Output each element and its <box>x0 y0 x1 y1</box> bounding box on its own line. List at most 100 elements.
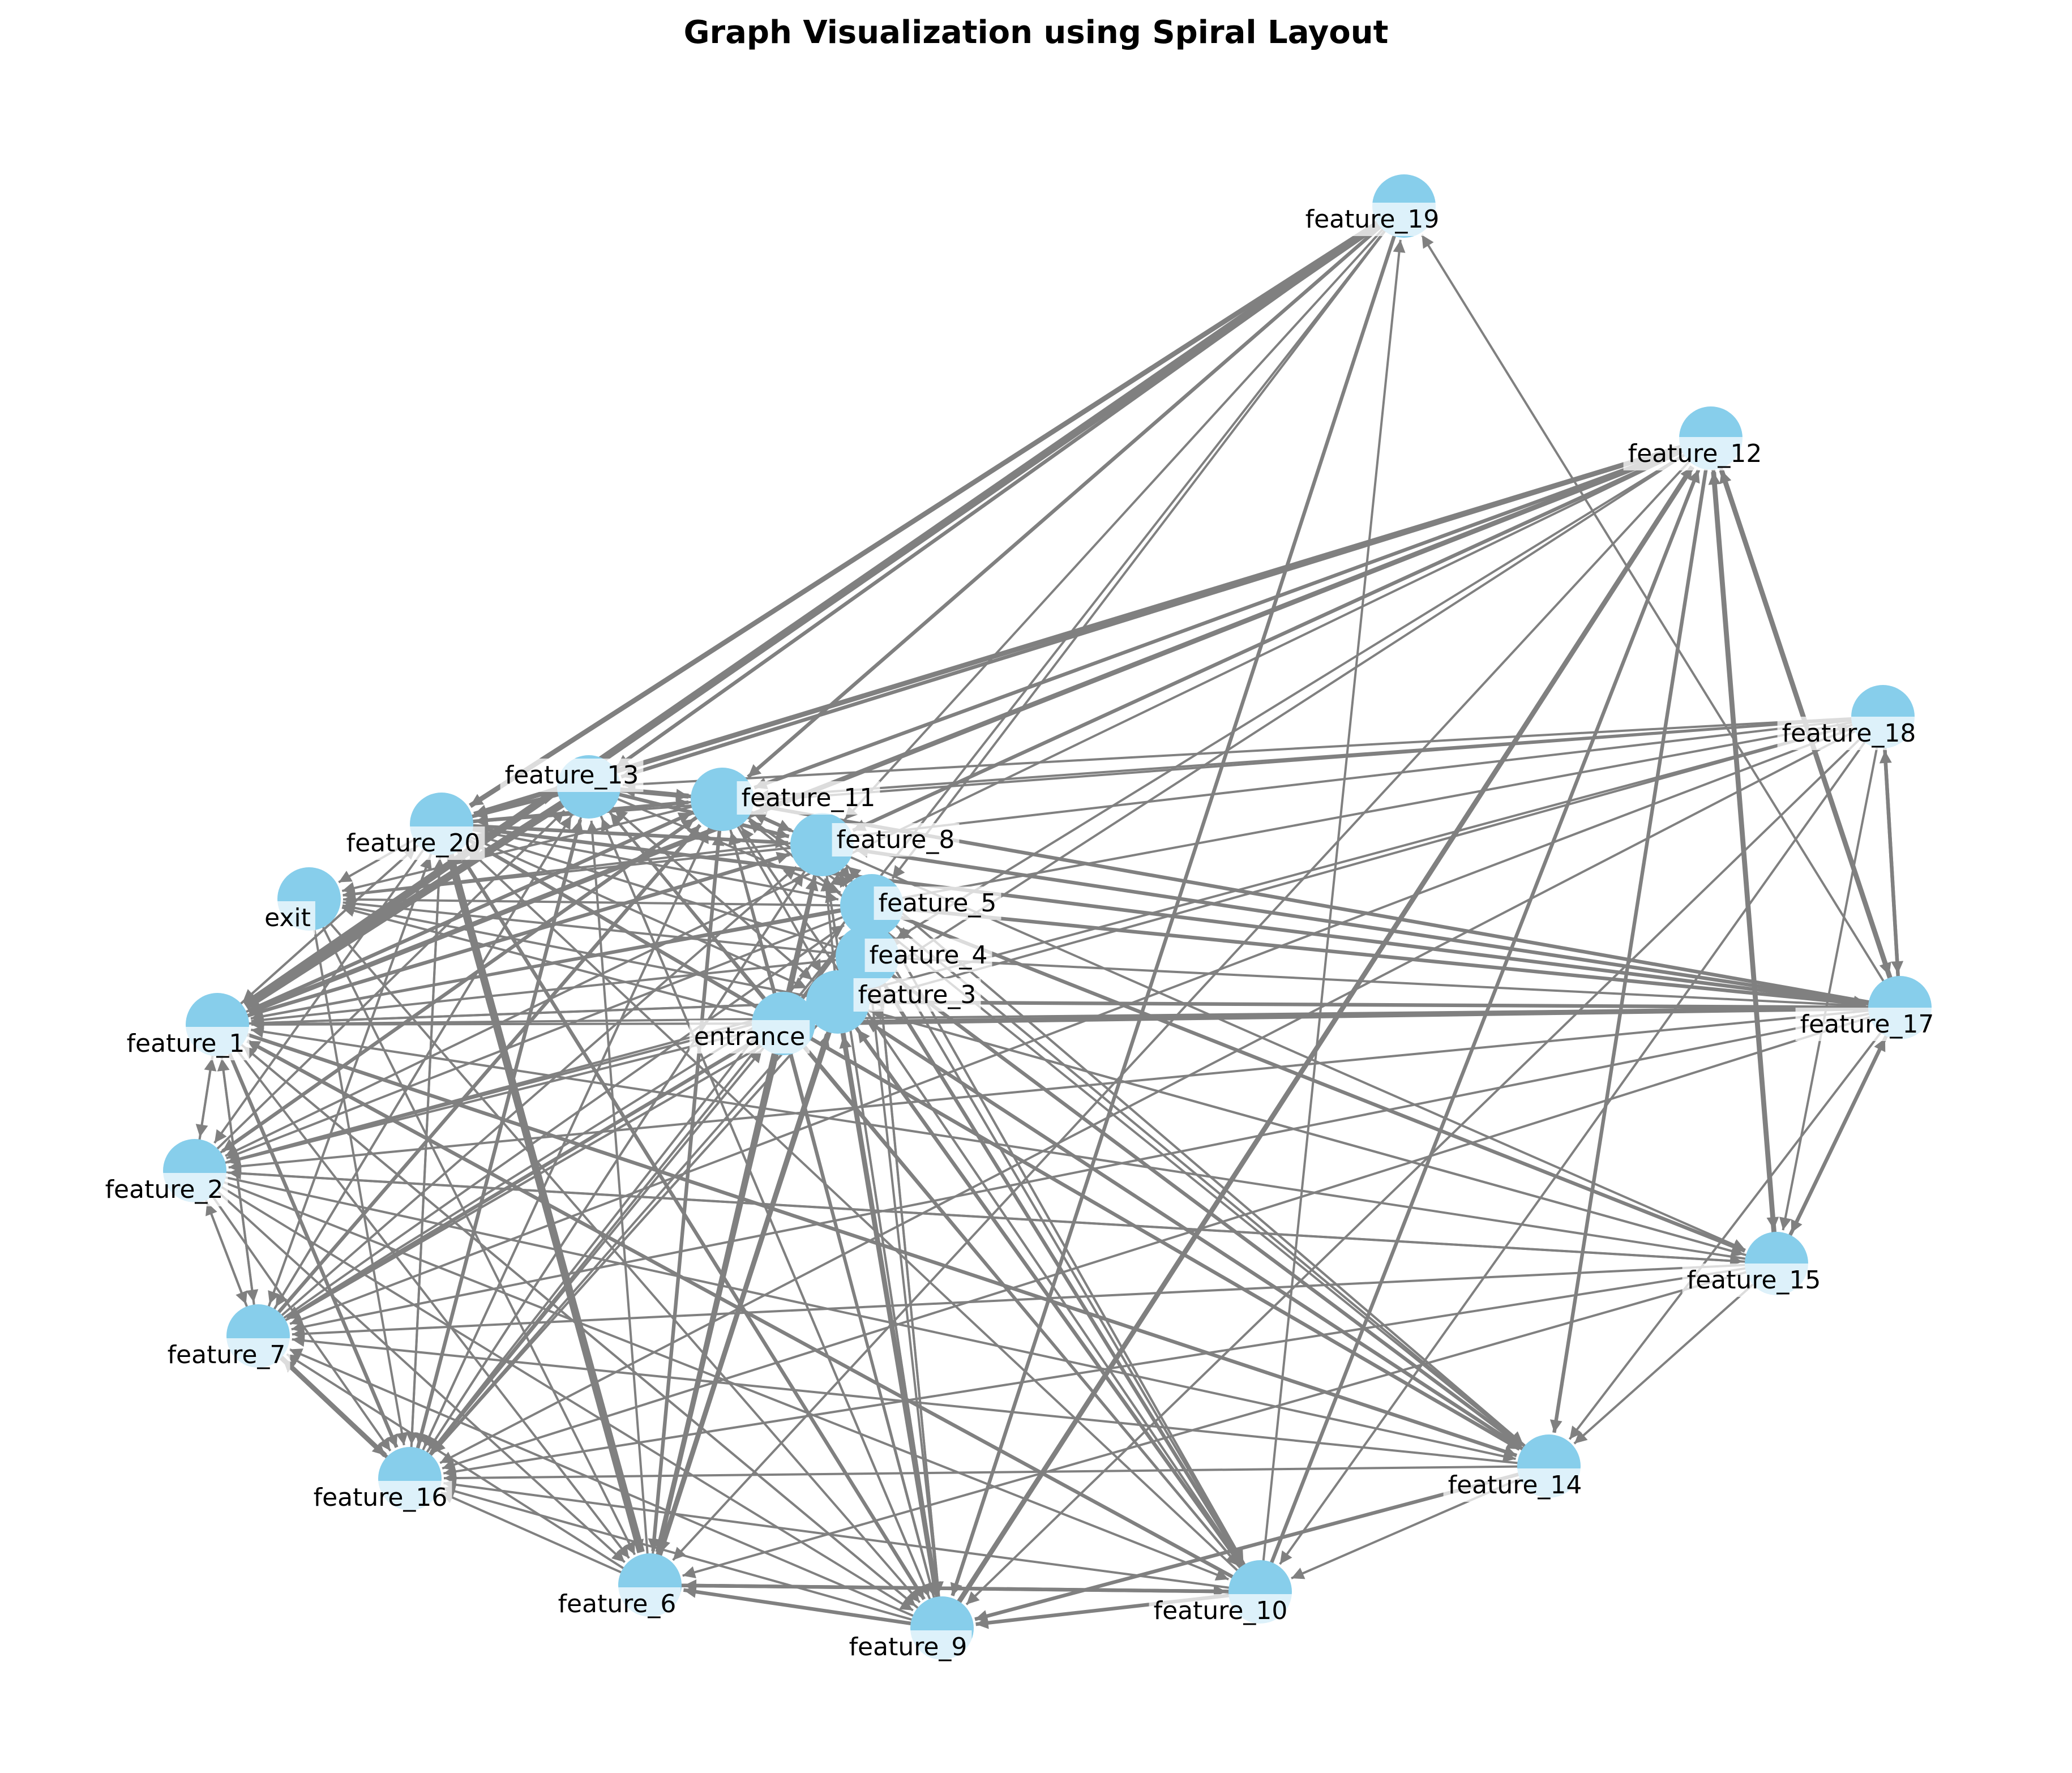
edge-entrance-to-feature_2 <box>227 1027 765 1166</box>
node-label-group-feature_18: feature_18 <box>1777 717 1921 750</box>
edge-feature_19-to-feature_20 <box>469 214 1390 808</box>
edge-feature_15-to-feature_14 <box>1573 1275 1763 1445</box>
node-label-bg-feature_7 <box>162 1338 290 1372</box>
edge-feature_12-to-feature_11 <box>754 443 1694 790</box>
edge-feature_1-to-feature_16 <box>223 1041 399 1449</box>
edge-feature_4-to-feature_14 <box>881 966 1523 1447</box>
node-label-bg-feature_4 <box>864 939 992 972</box>
edge-feature_9-to-feature_16 <box>442 1485 924 1624</box>
node-label-group-feature_17: feature_17 <box>1795 1008 1939 1041</box>
node-label-feature_14: feature_14 <box>1448 1471 1582 1500</box>
node-label-group-feature_1: feature_1 <box>122 1027 250 1060</box>
node-label-feature_2: feature_2 <box>105 1175 224 1204</box>
edge-feature_13-to-feature_16 <box>415 804 585 1446</box>
edge-feature_14-to-feature_5 <box>897 926 1535 1455</box>
node-label-feature_7: feature_7 <box>168 1341 286 1369</box>
edge-feature_13-to-feature_9 <box>595 804 930 1598</box>
edge-feature_14-to-feature_16 <box>443 1465 1530 1485</box>
edge-feature_9-to-feature_5 <box>870 939 941 1609</box>
node-label-group-feature_14: feature_14 <box>1443 1468 1587 1502</box>
node-label-group-feature_7: feature_7 <box>162 1338 290 1372</box>
edge-feature_12-to-feature_13 <box>620 442 1693 780</box>
node-label-feature_18: feature_18 <box>1782 719 1916 748</box>
node-label-feature_8: feature_8 <box>837 825 955 854</box>
node-label-group-feature_8: feature_8 <box>832 823 960 856</box>
node-label-exit: exit <box>264 903 311 932</box>
edge-feature_18-to-feature_10 <box>1279 731 1873 1565</box>
edge-feature_15-to-feature_6 <box>682 1267 1759 1579</box>
edge-feature_20-to-feature_3 <box>458 830 808 990</box>
edge-feature_9-to-feature_6 <box>683 1586 924 1628</box>
chart-title: Graph Visualization using Spiral Layout <box>684 14 1389 51</box>
node-label-feature_3: feature_3 <box>858 980 977 1009</box>
node-label-bg-feature_1 <box>122 1027 250 1060</box>
edge-entrance-to-feature_1 <box>251 1018 765 1031</box>
edge-feature_2-to-feature_7 <box>200 1188 247 1305</box>
edge-feature_12-to-feature_17 <box>1715 455 1891 977</box>
node-label-bg-feature_2 <box>100 1173 228 1206</box>
edge-feature_17-to-feature_3 <box>871 996 1881 1009</box>
node-label-group-feature_12: feature_12 <box>1623 437 1767 470</box>
edge-feature_16-to-feature_3 <box>421 1026 816 1466</box>
edge-feature_16-to-feature_7 <box>281 1357 397 1467</box>
node-label-group-feature_4: feature_4 <box>864 939 992 972</box>
edge-feature_4-to-feature_17 <box>886 956 1866 1012</box>
edge-exit-to-feature_16 <box>311 917 408 1446</box>
edge-feature_19-to-feature_8 <box>844 219 1392 821</box>
label-layer: entranceexitfeature_1feature_2feature_3f… <box>100 203 1939 1664</box>
edge-feature_11-to-exit <box>341 802 704 894</box>
edge-feature_2-to-feature_13 <box>207 810 566 1159</box>
edge-feature_3-to-feature_9 <box>838 1020 941 1595</box>
edge-feature_4-to-feature_20 <box>473 832 850 952</box>
edge-feature_17-to-feature_19 <box>1420 234 1891 992</box>
edge-feature_18-to-exit <box>343 717 1864 900</box>
edge-feature_6-to-feature_10 <box>669 1583 1227 1598</box>
edge-feature_20-to-feature_16 <box>405 843 442 1445</box>
edge-feature_15-to-feature_7 <box>292 1263 1758 1341</box>
edge-feature_3-to-feature_7 <box>287 1010 822 1320</box>
node-label-feature_13: feature_13 <box>505 761 639 790</box>
edge-feature_12-to-feature_15 <box>1710 457 1779 1230</box>
edge-feature_11-to-feature_3 <box>730 815 823 973</box>
edge-feature_4-to-feature_10 <box>875 971 1244 1564</box>
edge-entrance-to-feature_13 <box>609 812 773 1010</box>
node-label-group-feature_9: feature_9 <box>844 1630 972 1664</box>
node-label-bg-exit <box>260 901 315 935</box>
edge-feature_1-to-feature_20 <box>230 846 417 1013</box>
edge-feature_1-to-feature_9 <box>231 1035 917 1608</box>
node-label-group-feature_2: feature_2 <box>100 1173 228 1206</box>
edge-feature_20-to-feature_5 <box>460 826 839 903</box>
edge-entrance-to-feature_20 <box>470 840 768 1015</box>
edge-feature_17-to-feature_18 <box>1879 750 1901 989</box>
edge-feature_4-to-exit <box>343 897 849 956</box>
node-label-bg-feature_17 <box>1795 1008 1939 1041</box>
node-label-feature_15: feature_15 <box>1687 1266 1821 1295</box>
edge-feature_20-to-feature_7 <box>268 841 436 1305</box>
edge-feature_6-to-feature_11 <box>650 833 725 1566</box>
node-label-feature_9: feature_9 <box>849 1633 967 1661</box>
edge-feature_18-to-feature_13 <box>622 716 1864 791</box>
edge-feature_2-to-feature_11 <box>209 817 696 1161</box>
edge-feature_2-to-feature_10 <box>212 1176 1229 1581</box>
node-label-bg-feature_13 <box>500 759 644 792</box>
node-label-feature_1: feature_1 <box>127 1029 245 1058</box>
node-label-bg-feature_5 <box>874 886 1001 920</box>
node-label-group-feature_19: feature_19 <box>1300 203 1444 236</box>
node-label-feature_10: feature_10 <box>1154 1596 1288 1625</box>
edge-feature_11-to-feature_16 <box>423 816 716 1449</box>
edge-feature_20-to-feature_6 <box>443 841 645 1553</box>
node-label-feature_16: feature_16 <box>314 1483 448 1512</box>
edge-feature_20-to-feature_17 <box>460 825 1866 1008</box>
edge-feature_9-to-feature_12 <box>950 465 1695 1614</box>
node-label-group-feature_15: feature_15 <box>1682 1264 1826 1297</box>
edge-feature_19-to-feature_11 <box>747 217 1391 779</box>
node-label-group-entrance: entrance <box>689 1020 810 1053</box>
edge-feature_1-to-feature_6 <box>228 1039 630 1559</box>
edge-entrance-to-feature_14 <box>799 1032 1521 1450</box>
node-label-feature_6: feature_6 <box>558 1590 677 1618</box>
edge-feature_5-to-feature_10 <box>880 922 1245 1563</box>
node-label-bg-feature_16 <box>309 1481 452 1514</box>
node-label-feature_19: feature_19 <box>1305 205 1440 234</box>
node-label-bg-feature_14 <box>1443 1468 1587 1502</box>
